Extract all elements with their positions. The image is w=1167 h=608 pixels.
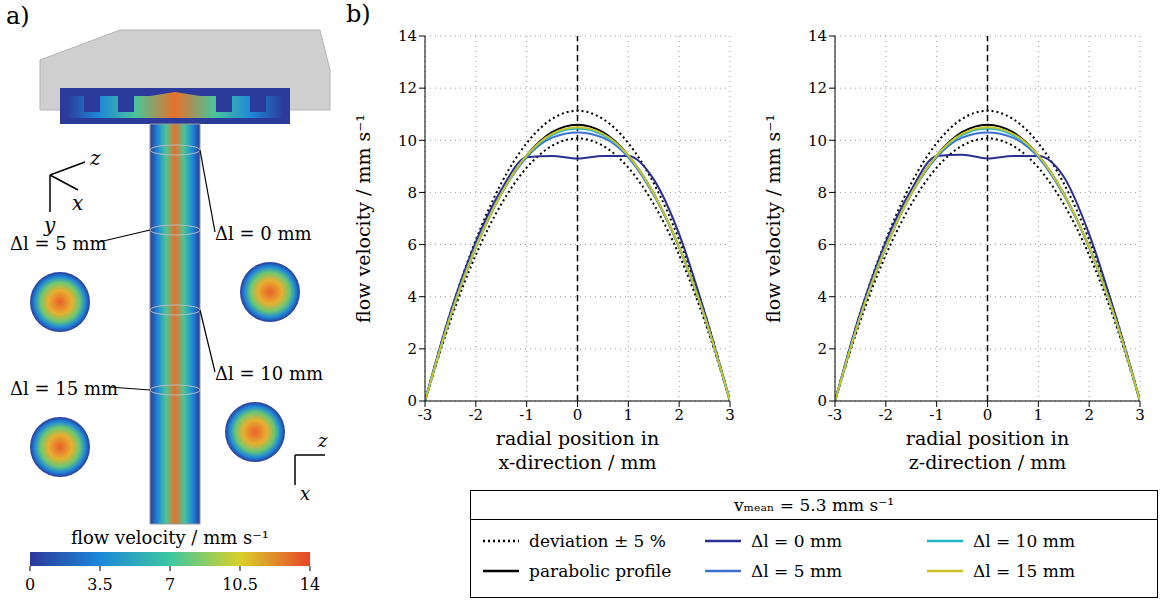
svg-text:z: z: [317, 430, 328, 451]
svg-text:14: 14: [300, 575, 320, 594]
svg-text:0: 0: [25, 575, 35, 594]
html-text:b): b): [346, 0, 371, 28]
svg-text:-2: -2: [469, 406, 484, 424]
svg-text:Δl = 10 mm: Δl = 10 mm: [215, 363, 323, 384]
svg-text:0: 0: [407, 392, 417, 410]
svg-text:14: 14: [398, 27, 417, 45]
svg-text:0: 0: [573, 406, 583, 424]
svg-text:10: 10: [398, 132, 417, 150]
svg-text:0: 0: [983, 406, 993, 424]
svg-text:Δl = 0 mm: Δl = 0 mm: [215, 223, 312, 244]
html-text:Δl = 0 mm: Δl = 0 mm: [751, 531, 843, 551]
svg-text:x: x: [300, 483, 310, 504]
svg-text:-3: -3: [418, 406, 433, 424]
svg-text:14: 14: [808, 27, 827, 45]
svg-text:-1: -1: [519, 406, 534, 424]
svg-text:flow velocity / mm s⁻¹: flow velocity / mm s⁻¹: [352, 114, 374, 323]
svg-text:6: 6: [407, 236, 417, 254]
svg-text:3.5: 3.5: [87, 575, 112, 594]
html-text:Δl = 15 mm: Δl = 15 mm: [973, 561, 1075, 581]
svg-text:3: 3: [1135, 406, 1145, 424]
svg-text:Δl = 5 mm: Δl = 5 mm: [10, 233, 107, 254]
svg-text:2: 2: [674, 406, 684, 424]
svg-text:8: 8: [407, 184, 417, 202]
svg-text:2: 2: [1084, 406, 1094, 424]
html-text:Δl = 10 mm: Δl = 10 mm: [973, 531, 1075, 551]
svg-text:y: y: [44, 213, 56, 237]
svg-text:radial position inz-direction: radial position inz-direction / mm: [906, 427, 1069, 473]
svg-text:flow velocity / mm s⁻¹: flow velocity / mm s⁻¹: [762, 114, 784, 323]
svg-text:-3: -3: [828, 406, 843, 424]
svg-text:10: 10: [808, 132, 827, 150]
svg-text:flow velocity / mm s⁻¹: flow velocity / mm s⁻¹: [71, 527, 269, 548]
svg-text:7: 7: [165, 575, 175, 594]
html-text:parabolic profile: parabolic profile: [529, 561, 672, 581]
svg-text:radial position inx-direction: radial position inx-direction / mm: [496, 427, 659, 473]
svg-text:a): a): [6, 2, 30, 30]
svg-text:1: 1: [1034, 406, 1044, 424]
svg-text:0: 0: [817, 392, 827, 410]
svg-text:12: 12: [398, 79, 417, 97]
svg-text:6: 6: [817, 236, 827, 254]
svg-text:4: 4: [817, 288, 827, 306]
svg-text:4: 4: [407, 288, 417, 306]
svg-text:8: 8: [817, 184, 827, 202]
svg-text:z: z: [89, 146, 101, 170]
svg-text:2: 2: [407, 340, 417, 358]
svg-text:12: 12: [808, 79, 827, 97]
html-text:vₘₑₐₙ = 5.3 mm s⁻¹: vₘₑₐₙ = 5.3 mm s⁻¹: [733, 495, 895, 515]
svg-text:10.5: 10.5: [222, 575, 258, 594]
svg-text:2: 2: [817, 340, 827, 358]
svg-text:Δl = 15 mm: Δl = 15 mm: [10, 378, 118, 399]
html-text:Δl = 5 mm: Δl = 5 mm: [751, 561, 843, 581]
svg-text:3: 3: [725, 406, 735, 424]
svg-text:-1: -1: [929, 406, 944, 424]
svg-text:1: 1: [624, 406, 634, 424]
html-text:deviation ± 5 %: deviation ± 5 %: [529, 531, 666, 551]
svg-text:x: x: [72, 191, 83, 215]
svg-text:-2: -2: [879, 406, 894, 424]
